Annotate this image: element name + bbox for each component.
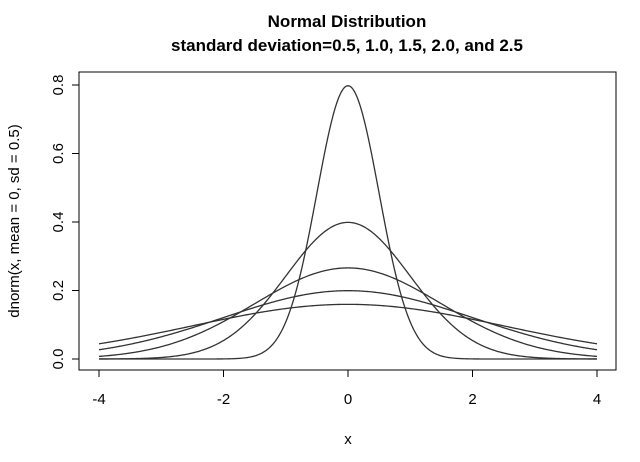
y-tick-label: 0.0 (50, 349, 67, 370)
x-tick-label: -4 (92, 391, 105, 408)
x-tick-label: 2 (468, 391, 476, 408)
y-tick-label: 0.6 (50, 143, 67, 164)
plot-area (98, 85, 598, 360)
chart-title: Normal Distribution (268, 12, 427, 31)
y-axis-label: dnorm(x, mean = 0, sd = 0.5) (6, 124, 23, 317)
y-tick-label: 0.2 (50, 280, 67, 301)
y-tick-label: 0.8 (50, 75, 67, 96)
y-tick-label: 0.4 (50, 212, 67, 233)
x-axis-label: x (344, 431, 352, 448)
plot-frame (78, 71, 617, 371)
density-curve-sd-1-5 (98, 267, 598, 358)
density-curve-sd-2 (98, 290, 598, 351)
density-curve-sd-0-5 (99, 85, 597, 360)
x-tick-label: 4 (593, 391, 601, 408)
chart-subtitle: standard deviation=0.5, 1.0, 1.5, 2.0, a… (171, 36, 523, 55)
y-axis: 0.0 0.2 0.4 0.6 0.8 (50, 75, 80, 370)
density-curve-sd-1 (99, 221, 597, 360)
x-tick-label: 0 (344, 391, 352, 408)
density-curve-sd-2-5 (98, 303, 598, 345)
x-tick-label: -2 (217, 391, 230, 408)
x-axis: -4 -2 0 2 4 (92, 369, 601, 408)
